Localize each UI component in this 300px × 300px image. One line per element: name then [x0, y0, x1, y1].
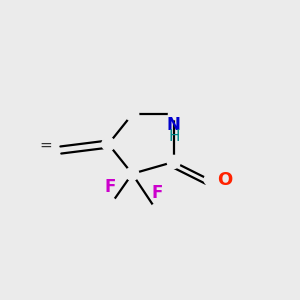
Circle shape [167, 155, 180, 168]
Circle shape [106, 198, 117, 209]
Text: =: = [39, 138, 52, 153]
Text: F: F [152, 184, 163, 202]
Circle shape [102, 137, 115, 151]
Circle shape [126, 167, 139, 180]
Circle shape [151, 204, 161, 215]
Text: H: H [168, 129, 179, 144]
Text: F: F [104, 178, 116, 196]
Circle shape [204, 174, 215, 185]
Text: O: O [217, 171, 232, 189]
Circle shape [126, 108, 139, 121]
Circle shape [168, 109, 179, 120]
Text: N: N [167, 116, 181, 134]
